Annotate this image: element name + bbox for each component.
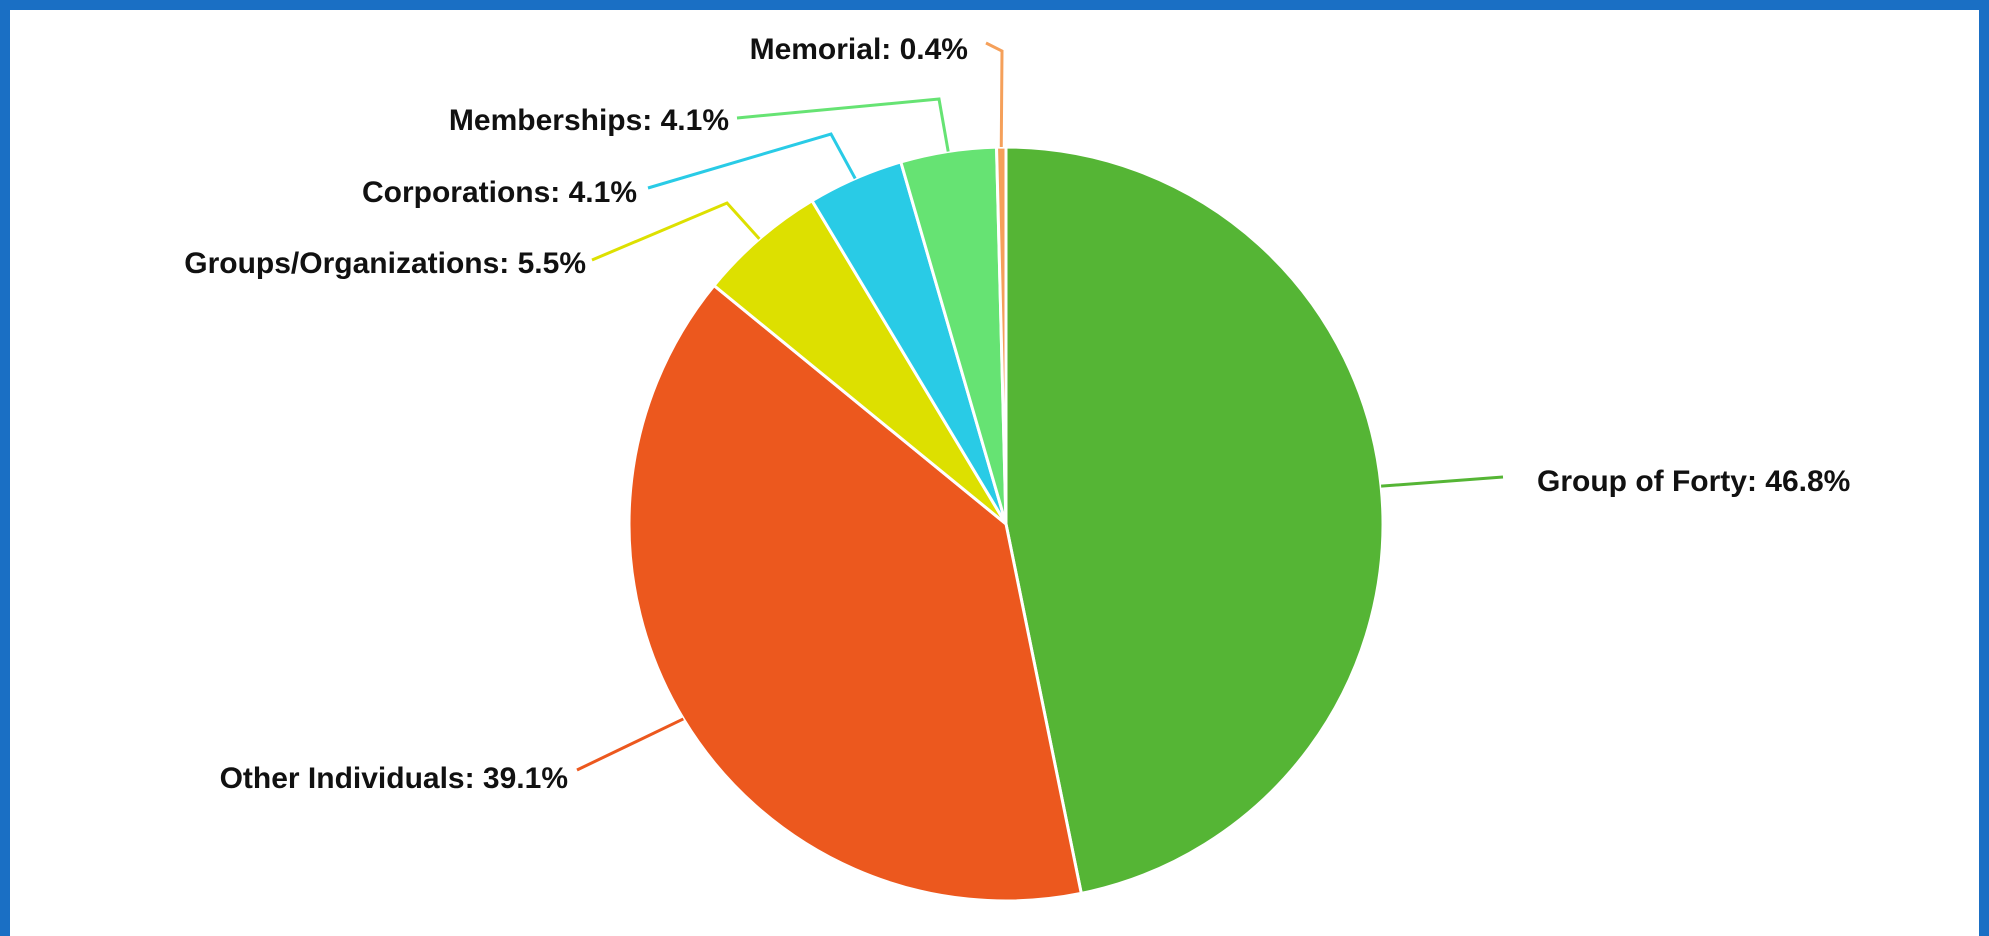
data-label: Memorial: 0.4% — [750, 33, 968, 66]
pie-slice — [711, 198, 1008, 526]
data-label: Other Individuals: 39.1% — [220, 762, 568, 795]
leader-line — [1380, 475, 1504, 488]
pie-slice — [1004, 145, 1385, 896]
data-label: Groups/Organizations: 5.5% — [184, 247, 586, 280]
leader-line — [576, 717, 684, 772]
pie-slice — [627, 283, 1084, 903]
leader-line — [736, 97, 950, 152]
leader-line — [591, 201, 761, 262]
leader-line — [647, 132, 857, 190]
data-label: Corporations: 4.1% — [362, 176, 637, 209]
leader-line — [985, 41, 1004, 148]
data-label: Memberships: 4.1% — [449, 104, 729, 137]
data-label: Group of Forty: 46.8% — [1537, 465, 1850, 498]
